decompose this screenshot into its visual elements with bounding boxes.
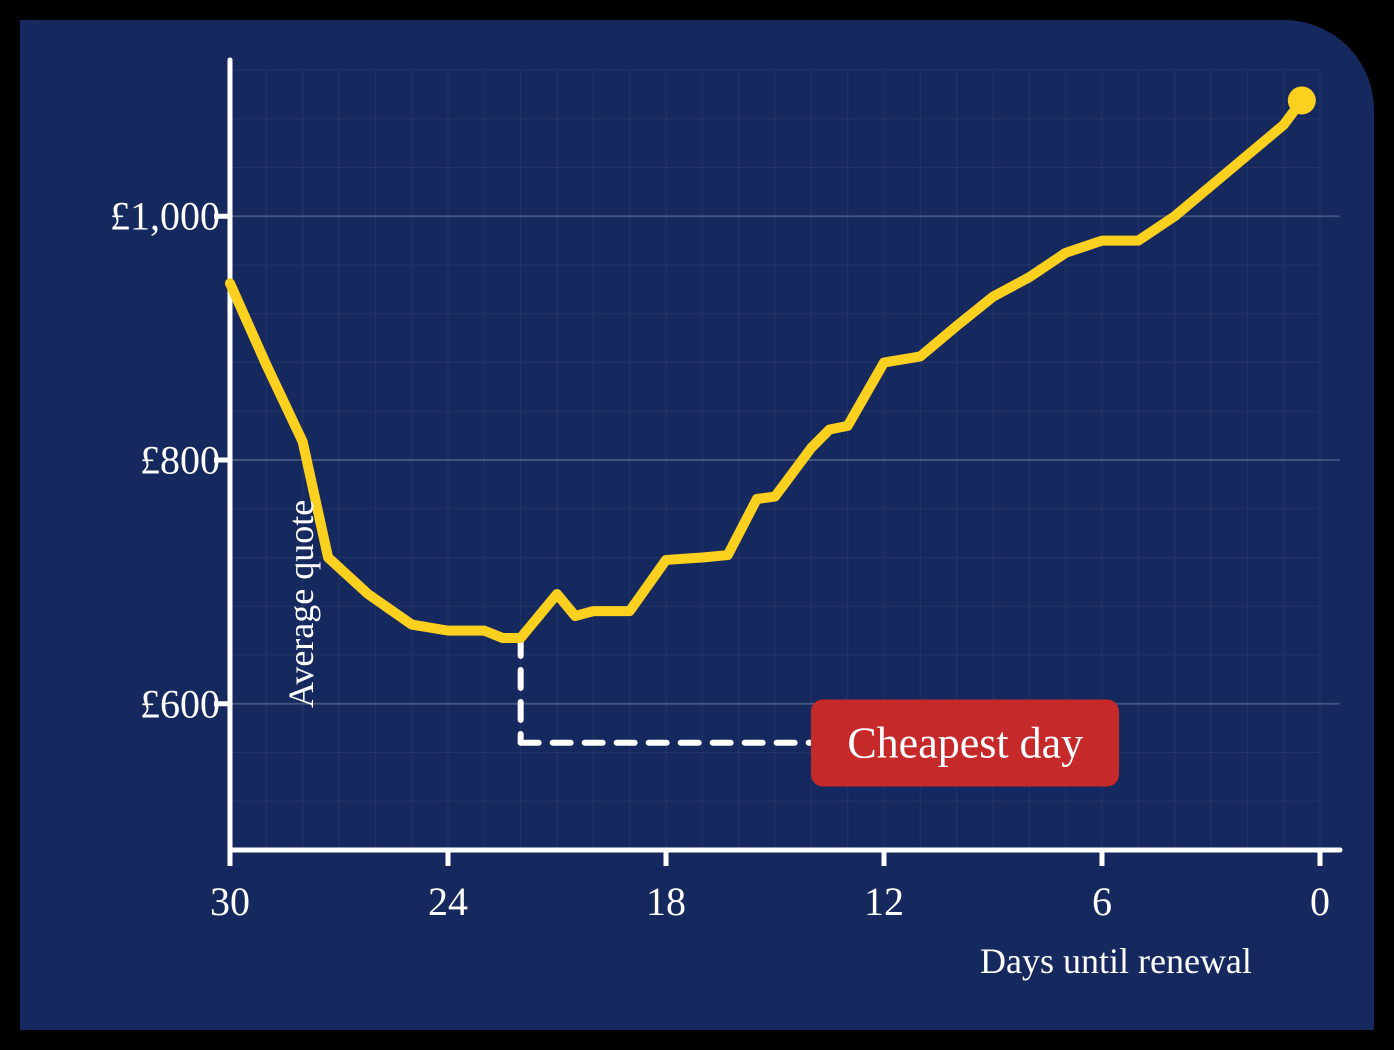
y-tick-label: £800	[40, 437, 220, 484]
chart-panel: £600 £800 £1,000 30 24 18 12 6 0 Average…	[20, 20, 1374, 1030]
y-tick-label: £600	[40, 680, 220, 727]
x-tick-label: 12	[864, 878, 904, 925]
y-tick-label: £1,000	[40, 193, 220, 240]
x-tick-label: 0	[1310, 878, 1330, 925]
x-tick-label: 18	[646, 878, 686, 925]
x-tick-label: 30	[210, 878, 250, 925]
chart-area: £600 £800 £1,000 30 24 18 12 6 0 Average…	[20, 20, 1374, 1030]
x-axis-title: Days until renewal	[980, 940, 1252, 982]
x-tick-label: 24	[428, 878, 468, 925]
y-axis-title: Average quote	[280, 500, 322, 708]
cheapest-day-callout: Cheapest day	[811, 699, 1119, 786]
x-tick-label: 6	[1092, 878, 1112, 925]
